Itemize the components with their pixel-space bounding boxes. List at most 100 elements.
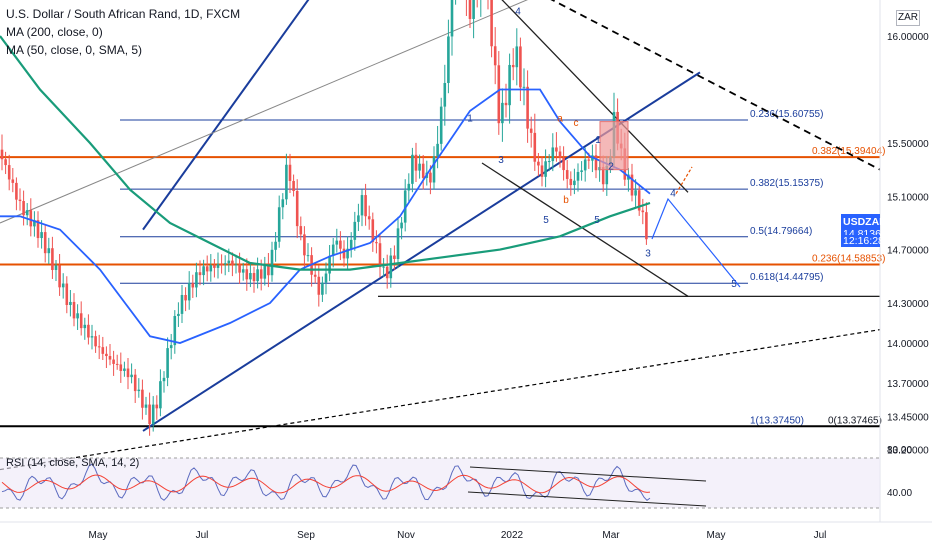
candle-body	[601, 167, 605, 185]
candle-body	[144, 404, 148, 408]
candle-body	[371, 219, 375, 243]
candle-body	[339, 240, 342, 249]
candle-body	[43, 232, 47, 254]
wave-label: 1	[467, 114, 473, 125]
ma200-legend: MA (200, close, 0)	[6, 25, 103, 39]
wave-label: 2	[608, 162, 614, 173]
candle-body	[274, 241, 277, 250]
candle-body	[112, 359, 115, 364]
candle-body	[421, 163, 425, 178]
time-tick-label: Sep	[297, 530, 315, 541]
wave-label: 5	[731, 279, 737, 290]
time-tick-label: May	[89, 530, 108, 541]
candle-body	[263, 265, 267, 279]
candle-body	[15, 182, 18, 200]
candle-body	[432, 156, 436, 183]
candle-body	[576, 171, 580, 181]
candle-body	[252, 273, 256, 282]
candle-body	[173, 315, 177, 346]
candle-body	[108, 356, 112, 360]
candle-body	[533, 132, 537, 162]
candle-body	[630, 174, 634, 196]
candle-body	[393, 255, 396, 259]
candle-body	[439, 106, 443, 144]
candle-body	[396, 228, 400, 259]
candle-body	[511, 64, 515, 68]
candle-body	[515, 46, 519, 68]
candle-body	[198, 272, 202, 276]
price-tag-symbol: USDZAR	[843, 216, 887, 228]
projection-path	[651, 197, 741, 288]
candle-body	[501, 102, 504, 124]
candle-body	[69, 301, 72, 306]
candle-body	[187, 283, 191, 301]
candle-body	[130, 374, 133, 378]
highlight-box	[599, 121, 629, 171]
candle-body	[490, 0, 493, 47]
candle-body	[328, 255, 331, 274]
candle-body	[11, 179, 15, 183]
candle-body	[321, 282, 324, 295]
candle-body	[281, 199, 285, 208]
candle-body	[342, 248, 346, 259]
candle-body	[148, 404, 151, 425]
price-tag-countdown: 12:16:28	[841, 235, 884, 247]
candle-body	[313, 274, 317, 277]
candle-body	[256, 269, 259, 282]
projection-alt-path	[675, 166, 693, 194]
candle-body	[403, 190, 407, 223]
candle-body	[583, 159, 587, 171]
candle-body	[407, 183, 411, 191]
candle-body	[29, 210, 33, 227]
candle-body	[414, 154, 418, 171]
candle-body	[292, 180, 295, 191]
wave-label: 3	[645, 248, 651, 259]
candle-body	[540, 165, 544, 177]
rsi-tick-label: 40.00	[887, 488, 912, 499]
candle-body	[180, 294, 184, 314]
candle-body	[335, 240, 339, 245]
time-tick-label: Nov	[397, 530, 415, 541]
wave-label: 4	[515, 7, 521, 18]
candle-body	[259, 269, 263, 279]
candle-body	[267, 265, 270, 276]
currency-badge[interactable]: ZAR	[896, 10, 920, 26]
candle-body	[137, 389, 141, 392]
candle-body	[285, 164, 288, 200]
candle-body	[637, 190, 641, 211]
candle-body	[522, 86, 526, 88]
candle-body	[497, 65, 501, 124]
price-tick-label: 15.50000	[887, 139, 929, 150]
candle-body	[472, 0, 475, 19]
candle-body	[277, 207, 281, 242]
candle-body	[209, 265, 213, 272]
candle-body	[634, 190, 637, 196]
candle-body	[36, 220, 40, 239]
candle-body	[429, 172, 432, 183]
candle-body	[555, 147, 558, 152]
candle-body	[551, 147, 555, 162]
price-tick-label: 13.45000	[887, 412, 929, 423]
candle-body	[562, 157, 565, 171]
candle-body	[159, 381, 162, 409]
fib-level-label: 0.5(14.79664)	[750, 226, 812, 237]
candle-body	[213, 265, 216, 268]
candle-body	[119, 364, 123, 371]
wave-label: a	[557, 114, 563, 125]
candle-body	[331, 244, 335, 256]
candle-body	[18, 199, 22, 202]
candle-body	[115, 363, 119, 365]
candle-body	[0, 149, 4, 160]
candle-body	[504, 102, 508, 106]
candle-body	[529, 128, 533, 133]
ma50-line	[0, 88, 651, 344]
candle-body	[51, 248, 54, 271]
candle-body	[205, 266, 209, 272]
candle-body	[367, 216, 371, 220]
candle-body	[79, 313, 83, 329]
candle-body	[87, 324, 90, 338]
candle-body	[72, 301, 76, 319]
candle-body	[447, 36, 450, 83]
